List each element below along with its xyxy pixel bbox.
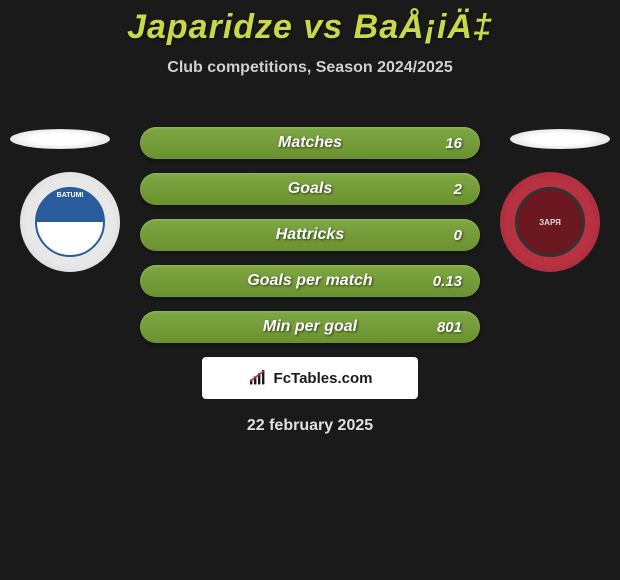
stat-label: Goals — [288, 180, 332, 198]
stat-row-mpg: Min per goal 801 — [140, 311, 480, 343]
stats-area: ЗАРЯ Matches 16 Goals 2 Hattricks 0 Goal… — [0, 107, 620, 337]
team-badge-left — [20, 172, 120, 272]
team-logo-left — [35, 187, 105, 257]
attribution-text: FcTables.com — [274, 370, 373, 387]
attribution-badge[interactable]: FcTables.com — [202, 357, 418, 399]
stat-row-matches: Matches 16 — [140, 127, 480, 159]
stat-value: 16 — [445, 135, 462, 152]
page-title: Japaridze vs BaÅ¡iÄ‡ — [0, 8, 620, 47]
subtitle: Club competitions, Season 2024/2025 — [0, 59, 620, 77]
stat-label: Hattricks — [276, 226, 344, 244]
date-line: 22 february 2025 — [0, 417, 620, 435]
cap-left — [10, 129, 110, 149]
stat-value: 0 — [454, 227, 462, 244]
team-right-text: ЗАРЯ — [539, 218, 561, 227]
stat-rows: Matches 16 Goals 2 Hattricks 0 Goals per… — [140, 127, 480, 357]
stat-row-goals: Goals 2 — [140, 173, 480, 205]
stat-label: Matches — [278, 134, 342, 152]
team-badge-right: ЗАРЯ — [500, 172, 600, 272]
chart-icon — [248, 370, 268, 386]
stat-value: 2 — [454, 181, 462, 198]
stat-value: 801 — [437, 319, 462, 336]
stat-label: Min per goal — [263, 318, 357, 336]
stat-value: 0.13 — [433, 273, 462, 290]
stat-label: Goals per match — [247, 272, 372, 290]
team-logo-right: ЗАРЯ — [515, 187, 585, 257]
stat-row-gpm: Goals per match 0.13 — [140, 265, 480, 297]
main-container: Japaridze vs BaÅ¡iÄ‡ Club competitions, … — [0, 0, 620, 435]
cap-right — [510, 129, 610, 149]
stat-row-hattricks: Hattricks 0 — [140, 219, 480, 251]
